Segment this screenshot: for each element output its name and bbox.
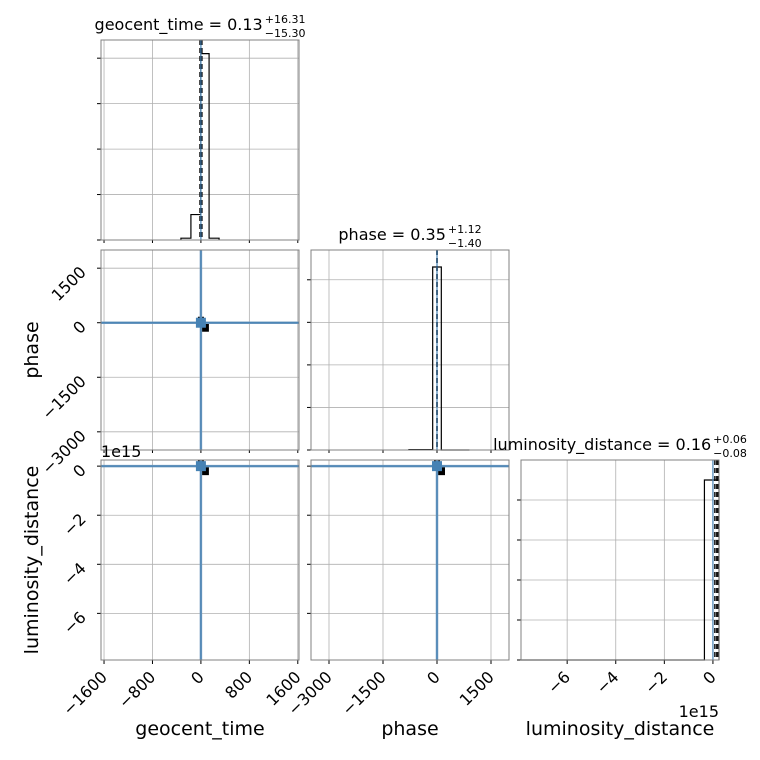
panel-luminosity_distance-vs-phase [311, 460, 509, 660]
ytick-label-phase-1: −1500 [38, 372, 90, 424]
title-minus-geocent_time: −15.30 [265, 27, 306, 40]
panel-frame-phase-geocent_time [100, 249, 300, 451]
xtick-label-phase-2: 0 [423, 667, 444, 688]
xtick-label-geocent_time-3: 800 [221, 667, 256, 702]
title-luminosity_distance: luminosity_distance = 0.16 +0.06−0.08 [493, 433, 747, 460]
panel-luminosity_distance-vs-luminosity_distance [521, 460, 720, 661]
offset-text-y: 1e15 [101, 442, 141, 461]
title-phase: phase = 0.35 +1.12−1.40 [338, 223, 481, 250]
title-plus-geocent_time: +16.31 [265, 13, 306, 26]
grid-layer [101, 40, 719, 660]
xtick-label-phase-3: 1500 [456, 667, 498, 709]
xtick-label-luminosity_distance-3: 0 [699, 667, 720, 688]
xtick-label-geocent_time-1: −800 [115, 667, 160, 712]
panel-geocent_time-vs-geocent_time [180, 40, 220, 240]
ytick-label-luminosity_distance-3: 0 [69, 461, 90, 482]
title-text-geocent_time: geocent_time = 0.13 [95, 15, 263, 35]
ytick-label-phase-2: 0 [69, 317, 90, 338]
histogram-phase [408, 266, 470, 451]
title-text-phase: phase = 0.35 [338, 225, 445, 244]
title-minus-phase: −1.40 [448, 237, 482, 250]
panel-frame-luminosity_distance-geocent_time [100, 459, 300, 661]
frame-layer [97, 39, 720, 664]
xlabel-phase: phase [381, 718, 438, 740]
ytick-label-phase-3: 1500 [48, 263, 90, 305]
ylabel-phase: phase [21, 321, 43, 378]
ylabel-luminosity_distance: luminosity_distance [21, 466, 43, 655]
label-layer: geocent_time = 0.13 +16.31−15.30−3000−150… [21, 13, 747, 740]
panel-frame-phase-phase [310, 249, 510, 451]
xlabel-luminosity_distance: luminosity_distance [526, 718, 715, 740]
xtick-label-luminosity_distance-1: −4 [592, 667, 622, 697]
panel-frame-geocent_time-geocent_time [100, 39, 300, 241]
xtick-label-phase-1: −1500 [338, 667, 390, 719]
panel-frame-luminosity_distance-luminosity_distance [520, 459, 720, 661]
data-layer [101, 40, 720, 661]
ytick-label-luminosity_distance-2: −2 [60, 510, 90, 540]
title-minus-luminosity_distance: −0.08 [713, 447, 747, 460]
offset-text-x: 1e15 [679, 702, 719, 721]
panel-frame-luminosity_distance-phase [310, 459, 510, 661]
truth-marker-phase-geocent_time [195, 317, 206, 328]
truth-marker-luminosity_distance-geocent_time [195, 461, 206, 472]
xlabel-geocent_time: geocent_time [135, 718, 264, 740]
panel-luminosity_distance-vs-geocent_time [101, 460, 299, 660]
xtick-label-luminosity_distance-2: −2 [641, 667, 671, 697]
xtick-label-geocent_time-2: 0 [187, 667, 208, 688]
histogram-luminosity_distance [521, 479, 720, 661]
truth-marker-luminosity_distance-phase [432, 461, 442, 472]
ytick-label-luminosity_distance-0: −6 [60, 608, 90, 638]
title-plus-phase: +1.12 [448, 223, 482, 236]
title-text-luminosity_distance: luminosity_distance = 0.16 [493, 435, 711, 455]
xtick-label-geocent_time-0: −1600 [59, 667, 111, 719]
title-geocent_time: geocent_time = 0.13 +16.31−15.30 [95, 13, 306, 40]
ytick-label-luminosity_distance-1: −4 [60, 559, 90, 589]
xtick-label-luminosity_distance-0: −6 [544, 667, 574, 697]
panel-phase-vs-geocent_time [101, 250, 299, 450]
title-plus-luminosity_distance: +0.06 [713, 433, 747, 446]
